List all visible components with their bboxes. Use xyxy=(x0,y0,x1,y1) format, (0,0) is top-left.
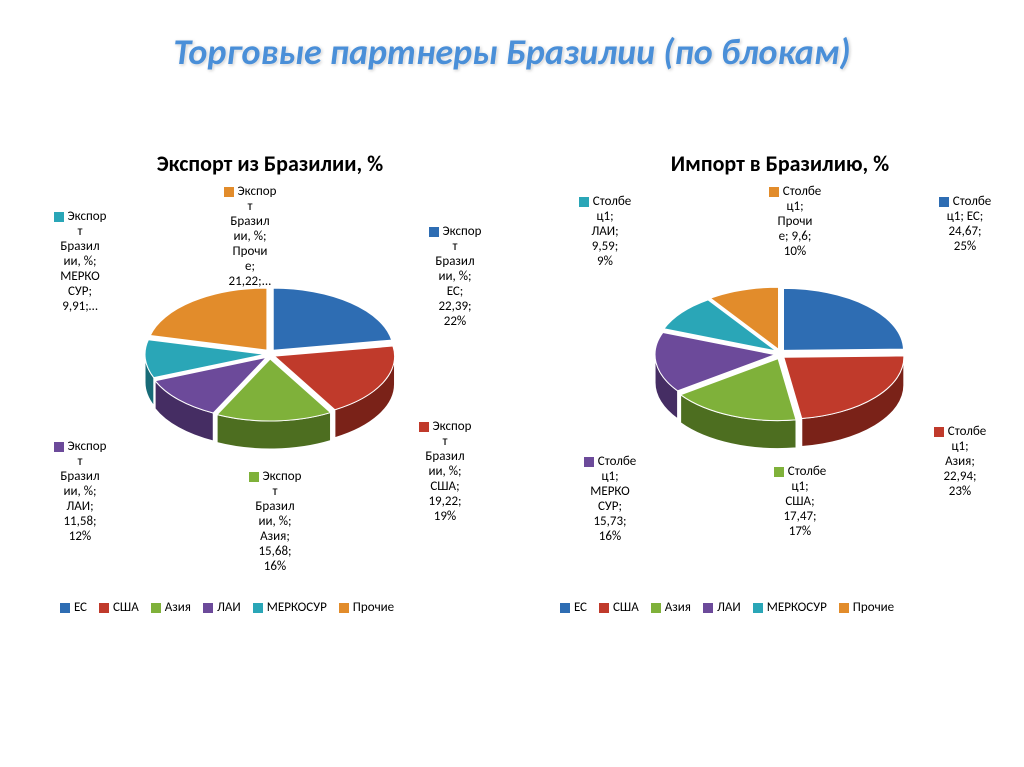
callout-text: Столбе ц1; США; 17,47; 17% xyxy=(783,464,826,539)
legend-item-ec: ЕС xyxy=(560,600,587,615)
legend-label: Прочие xyxy=(353,600,394,615)
export-pie: Экспор т Бразил ии, %; ЕС; 22,39; 22% Экс… xyxy=(30,185,510,605)
callout-asia: Экспор т Бразил ии, %; Азия; 15,68; 16% xyxy=(220,470,330,575)
legend-label: Азия xyxy=(165,600,191,615)
legend-label: Прочие xyxy=(853,600,894,615)
swatch-icon xyxy=(151,603,161,613)
swatch-icon xyxy=(560,603,570,613)
callout-ec: Экспор т Бразил ии, %; ЕС; 22,39; 22% xyxy=(410,225,500,330)
callout-text: Столбе ц1; МЕРКО СУР; 15,73; 16% xyxy=(590,454,636,544)
callout-usa: Столбе ц1; Азия; 22,94; 23% xyxy=(910,425,1010,500)
callout-text: Экспор т Бразил ии, %; ЛАИ; 11,58; 12% xyxy=(60,439,106,544)
swatch-icon xyxy=(419,422,429,432)
swatch-icon xyxy=(339,603,349,613)
legend-label: ЛАИ xyxy=(217,600,241,615)
swatch-icon xyxy=(224,187,234,197)
callout-text: Экспор т Бразил ии, %; Прочи е; 21,22;..… xyxy=(229,184,277,289)
callout-text: Столбе ц1; ЛАИ; 9,59; 9% xyxy=(591,194,631,269)
pie-slice-top xyxy=(150,288,267,350)
export-legend: ЕС США Азия ЛАИ МЕРКОСУР Прочие xyxy=(60,600,520,615)
legend-item-asia: Азия xyxy=(151,600,191,615)
swatch-icon xyxy=(939,197,949,207)
callout-other: Столбе ц1; Прочи е; 9,6; 10% xyxy=(740,185,850,260)
swatch-icon xyxy=(253,603,263,613)
legend-label: США xyxy=(113,600,139,615)
swatch-icon xyxy=(584,457,594,467)
legend-label: МЕРКОСУР xyxy=(267,600,327,615)
callout-other: Экспор т Бразил ии, %; Прочи е; 21,22;..… xyxy=(195,185,305,290)
legend-label: ЛАИ xyxy=(717,600,741,615)
swatch-icon xyxy=(203,603,213,613)
callout-mercosur: Столбе ц1; ЛАИ; 9,59; 9% xyxy=(555,195,655,270)
callout-lai: Столбе ц1; МЕРКО СУР; 15,73; 16% xyxy=(555,455,665,545)
legend-item-lai: ЛАИ xyxy=(203,600,241,615)
legend-label: Азия xyxy=(665,600,691,615)
import-chart-wrap: Импорт в Бразилию, % Столбе ц1; ЕС; 24,6… xyxy=(540,150,1020,605)
callout-asia: Столбе ц1; США; 17,47; 17% xyxy=(750,465,850,540)
callout-ec: Столбе ц1; ЕС; 24,67; 25% xyxy=(910,195,1020,255)
pie-slice-top xyxy=(783,288,903,350)
swatch-icon xyxy=(839,603,849,613)
callout-text: Столбе ц1; Азия; 22,94; 23% xyxy=(943,424,986,499)
callout-text: Столбе ц1; ЕС; 24,67; 25% xyxy=(947,194,992,254)
callout-text: Экспор т Бразил ии, %; МЕРКО СУР; 9,91;… xyxy=(60,209,106,314)
swatch-icon xyxy=(54,442,64,452)
legend-item-other: Прочие xyxy=(339,600,394,615)
legend-item-mercosur: МЕРКОСУР xyxy=(253,600,327,615)
swatch-icon xyxy=(99,603,109,613)
callout-text: Экспор т Бразил ии, %; ЕС; 22,39; 22% xyxy=(435,224,481,329)
swatch-icon xyxy=(753,603,763,613)
legend-label: США xyxy=(613,600,639,615)
callout-mercosur: Экспор т Бразил ии, %; МЕРКО СУР; 9,91;… xyxy=(30,210,130,315)
swatch-icon xyxy=(703,603,713,613)
callout-text: Экспор т Бразил ии, %; Азия; 15,68; 16% xyxy=(255,469,301,574)
callout-text: Экспор т Бразил ии, %; США; 19,22; 19% xyxy=(425,419,471,524)
swatch-icon xyxy=(429,227,439,237)
import-pie: Столбе ц1; ЕС; 24,67; 25% Столбе ц1; Азия… xyxy=(540,185,1020,605)
page-title: Торговые партнеры Бразилии (по блокам) xyxy=(0,30,1024,74)
legend-label: ЕС xyxy=(574,600,587,615)
legend-item-usa: США xyxy=(599,600,639,615)
callout-lai: Экспор т Бразил ии, %; ЛАИ; 11,58; 12% xyxy=(30,440,130,545)
import-legend: ЕС США Азия ЛАИ МЕРКОСУР Прочие xyxy=(560,600,1020,615)
legend-item-usa: США xyxy=(99,600,139,615)
swatch-icon xyxy=(249,472,259,482)
swatch-icon xyxy=(579,197,589,207)
legend-item-ec: ЕС xyxy=(60,600,87,615)
swatch-icon xyxy=(774,467,784,477)
swatch-icon xyxy=(769,187,779,197)
swatch-icon xyxy=(54,212,64,222)
swatch-icon xyxy=(934,427,944,437)
callout-text: Столбе ц1; Прочи е; 9,6; 10% xyxy=(778,184,822,259)
legend-item-lai: ЛАИ xyxy=(703,600,741,615)
legend-item-other: Прочие xyxy=(839,600,894,615)
legend-label: ЕС xyxy=(74,600,87,615)
swatch-icon xyxy=(599,603,609,613)
export-chart-wrap: Экспорт из Бразилии, % Экспор т Бразил и… xyxy=(30,150,510,605)
pie-slice-top xyxy=(273,288,391,350)
legend-item-asia: Азия xyxy=(651,600,691,615)
legend-item-mercosur: МЕРКОСУР xyxy=(753,600,827,615)
callout-usa: Экспор т Бразил ии, %; США; 19,22; 19% xyxy=(400,420,490,525)
swatch-icon xyxy=(60,603,70,613)
swatch-icon xyxy=(651,603,661,613)
legend-label: МЕРКОСУР xyxy=(767,600,827,615)
